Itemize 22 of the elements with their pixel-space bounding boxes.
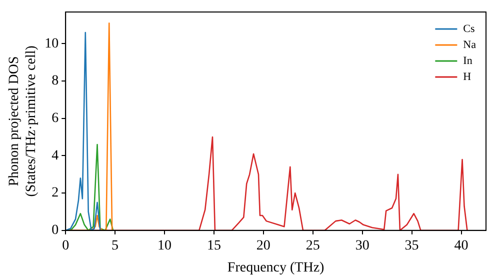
text: (States/THz·primitive cell)	[24, 46, 39, 197]
x-axis-title: Frequency (THz)	[227, 260, 325, 276]
legend-label: Na	[463, 38, 476, 51]
y-tick-label: 2	[52, 186, 59, 201]
y-tick-label: 10	[44, 36, 59, 52]
x-tick-label: 20	[256, 238, 270, 254]
x-tick-label: 35	[404, 238, 419, 254]
x-tick-label: 10	[158, 238, 172, 254]
y-tick-label: 6	[52, 111, 59, 126]
y-tick-label: 8	[52, 74, 59, 89]
x-tick-label: 5	[112, 238, 119, 254]
y-tick-label: 4	[52, 148, 59, 164]
legend-label: H	[463, 70, 472, 83]
y-tick-label: 0	[52, 223, 59, 238]
x-tick-label: 0	[62, 238, 70, 254]
x-tick-label: 25	[306, 238, 320, 254]
x-tick-label: 15	[206, 238, 221, 254]
text: Phonon projected DOS	[7, 56, 22, 186]
legend-label: Cs	[463, 22, 475, 35]
legend-label: In	[463, 54, 473, 67]
x-tick-label: 30	[355, 238, 370, 254]
x-tick-label: 40	[454, 238, 468, 254]
